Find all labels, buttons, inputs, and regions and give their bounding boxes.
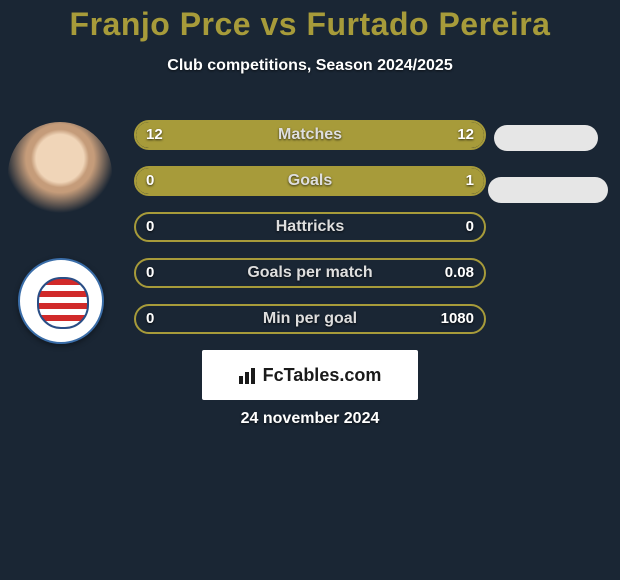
stat-bars: 1212Matches 01Goals 00Hattricks 00.08Goals …	[0, 120, 620, 350]
stat-row: 01Goals	[134, 166, 486, 196]
stat-row: 1212Matches	[134, 120, 486, 150]
season-subtitle: Club competitions, Season 2024/2025	[0, 57, 620, 75]
brand-box[interactable]: FcTables.com	[202, 350, 418, 400]
stat-label: Goals	[136, 168, 484, 194]
stat-label: Matches	[136, 122, 484, 148]
generated-date: 24 november 2024	[0, 410, 620, 428]
chart-icon	[239, 366, 259, 384]
brand-text: FcTables.com	[263, 365, 382, 385]
stat-label: Goals per match	[136, 260, 484, 286]
stat-row: 01080Min per goal	[134, 304, 486, 334]
stat-row: 00.08Goals per match	[134, 258, 486, 288]
stat-label: Hattricks	[136, 214, 484, 240]
comparison-card: Franjo Prce vs Furtado Pereira Club comp…	[0, 0, 620, 580]
stat-label: Min per goal	[136, 306, 484, 332]
stat-row: 00Hattricks	[134, 212, 486, 242]
page-title: Franjo Prce vs Furtado Pereira	[0, 0, 620, 43]
